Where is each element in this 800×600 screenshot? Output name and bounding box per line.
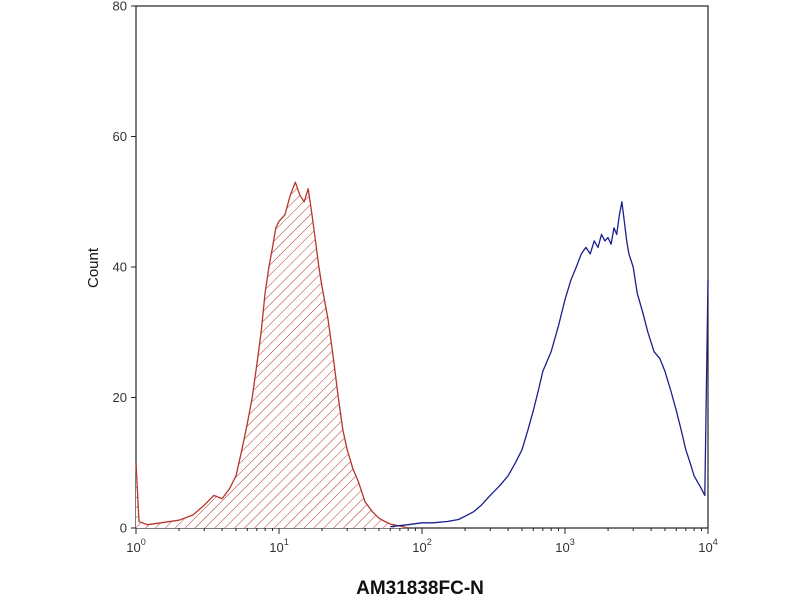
series-layer xyxy=(135,181,709,529)
plot-frame xyxy=(135,5,709,529)
x-tick-label: 101 xyxy=(269,537,288,555)
series-1-line xyxy=(390,201,709,528)
y-tick-label: 20 xyxy=(113,390,127,405)
axes-layer: 0 20 40 60 80 100 101 102 103 104 xyxy=(113,0,718,555)
series-0-fill xyxy=(136,182,409,528)
y-axis-label: Count xyxy=(85,247,102,288)
x-axis-label: AM31838FC-N xyxy=(356,578,484,599)
x-tick-label: 102 xyxy=(412,537,431,555)
x-tick-label: 100 xyxy=(126,537,145,555)
x-tick-label: 103 xyxy=(555,537,574,555)
y-tick-label: 40 xyxy=(113,260,127,275)
series-0-line xyxy=(135,181,409,529)
x-tick-label: 104 xyxy=(698,537,717,555)
y-tick-label: 60 xyxy=(113,129,127,144)
y-tick-label: 80 xyxy=(113,0,127,14)
y-tick-label: 0 xyxy=(120,521,127,536)
